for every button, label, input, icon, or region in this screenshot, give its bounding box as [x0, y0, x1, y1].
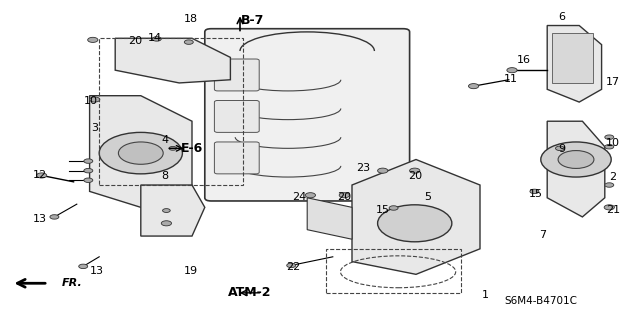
- Text: 23: 23: [356, 163, 371, 174]
- Text: FR.: FR.: [61, 278, 82, 288]
- Circle shape: [410, 168, 420, 173]
- Text: ATM-2: ATM-2: [228, 286, 271, 299]
- Text: 15: 15: [376, 205, 390, 215]
- Circle shape: [339, 193, 349, 198]
- Polygon shape: [115, 38, 230, 83]
- Circle shape: [468, 84, 479, 89]
- Circle shape: [50, 215, 59, 219]
- Circle shape: [507, 68, 517, 73]
- Text: 9: 9: [558, 144, 566, 154]
- Bar: [326, 249, 461, 293]
- Circle shape: [558, 151, 594, 168]
- Polygon shape: [547, 121, 605, 217]
- Text: 10: 10: [606, 138, 620, 148]
- Text: 17: 17: [606, 77, 620, 87]
- FancyBboxPatch shape: [214, 142, 259, 174]
- Polygon shape: [141, 185, 205, 236]
- Bar: [99, 38, 243, 185]
- Circle shape: [605, 135, 614, 139]
- Text: E-6: E-6: [181, 142, 203, 155]
- Circle shape: [287, 263, 296, 268]
- Text: 4: 4: [161, 135, 169, 145]
- Text: 11: 11: [504, 74, 518, 84]
- Text: 6: 6: [559, 11, 565, 22]
- Circle shape: [389, 206, 398, 210]
- Text: 20: 20: [408, 171, 422, 181]
- Text: S6M4-B4701C: S6M4-B4701C: [504, 296, 577, 307]
- Text: 22: 22: [286, 262, 300, 272]
- Circle shape: [184, 40, 193, 44]
- Bar: [552, 33, 593, 83]
- FancyBboxPatch shape: [205, 29, 410, 201]
- Circle shape: [378, 168, 388, 173]
- Text: 24: 24: [292, 192, 307, 202]
- Text: 18: 18: [184, 13, 198, 24]
- Circle shape: [36, 173, 47, 178]
- Text: 13: 13: [90, 265, 104, 276]
- Polygon shape: [547, 26, 602, 102]
- Text: 16: 16: [516, 55, 531, 65]
- Circle shape: [88, 37, 98, 42]
- Circle shape: [79, 264, 88, 269]
- Circle shape: [169, 146, 177, 150]
- Text: 10: 10: [84, 96, 98, 107]
- Polygon shape: [90, 96, 192, 207]
- Text: 12: 12: [33, 170, 47, 180]
- Circle shape: [378, 205, 452, 242]
- Text: 2: 2: [609, 172, 617, 182]
- Polygon shape: [352, 160, 480, 274]
- Circle shape: [530, 189, 539, 194]
- Circle shape: [84, 168, 93, 173]
- Circle shape: [152, 37, 161, 41]
- Text: 20: 20: [337, 192, 351, 202]
- Circle shape: [556, 146, 564, 151]
- Circle shape: [161, 221, 172, 226]
- Circle shape: [605, 145, 614, 149]
- Circle shape: [99, 132, 182, 174]
- Circle shape: [163, 209, 170, 212]
- Circle shape: [604, 205, 614, 210]
- Text: 20: 20: [129, 36, 143, 46]
- Text: 15: 15: [529, 189, 543, 199]
- Text: 8: 8: [161, 171, 169, 181]
- Text: 21: 21: [606, 205, 620, 215]
- Text: 19: 19: [184, 265, 198, 276]
- Text: 5: 5: [424, 192, 431, 202]
- Circle shape: [118, 142, 163, 164]
- Text: B-7: B-7: [241, 14, 264, 27]
- Circle shape: [305, 193, 316, 198]
- Circle shape: [90, 97, 100, 102]
- Polygon shape: [307, 198, 352, 239]
- Circle shape: [84, 178, 93, 182]
- Circle shape: [605, 183, 614, 187]
- Circle shape: [541, 142, 611, 177]
- FancyBboxPatch shape: [214, 100, 259, 132]
- Circle shape: [84, 159, 93, 163]
- Text: 7: 7: [539, 230, 547, 241]
- Text: 3: 3: [92, 123, 98, 133]
- FancyBboxPatch shape: [214, 59, 259, 91]
- Text: 14: 14: [148, 33, 162, 43]
- Text: 13: 13: [33, 214, 47, 225]
- Text: 1: 1: [482, 290, 488, 300]
